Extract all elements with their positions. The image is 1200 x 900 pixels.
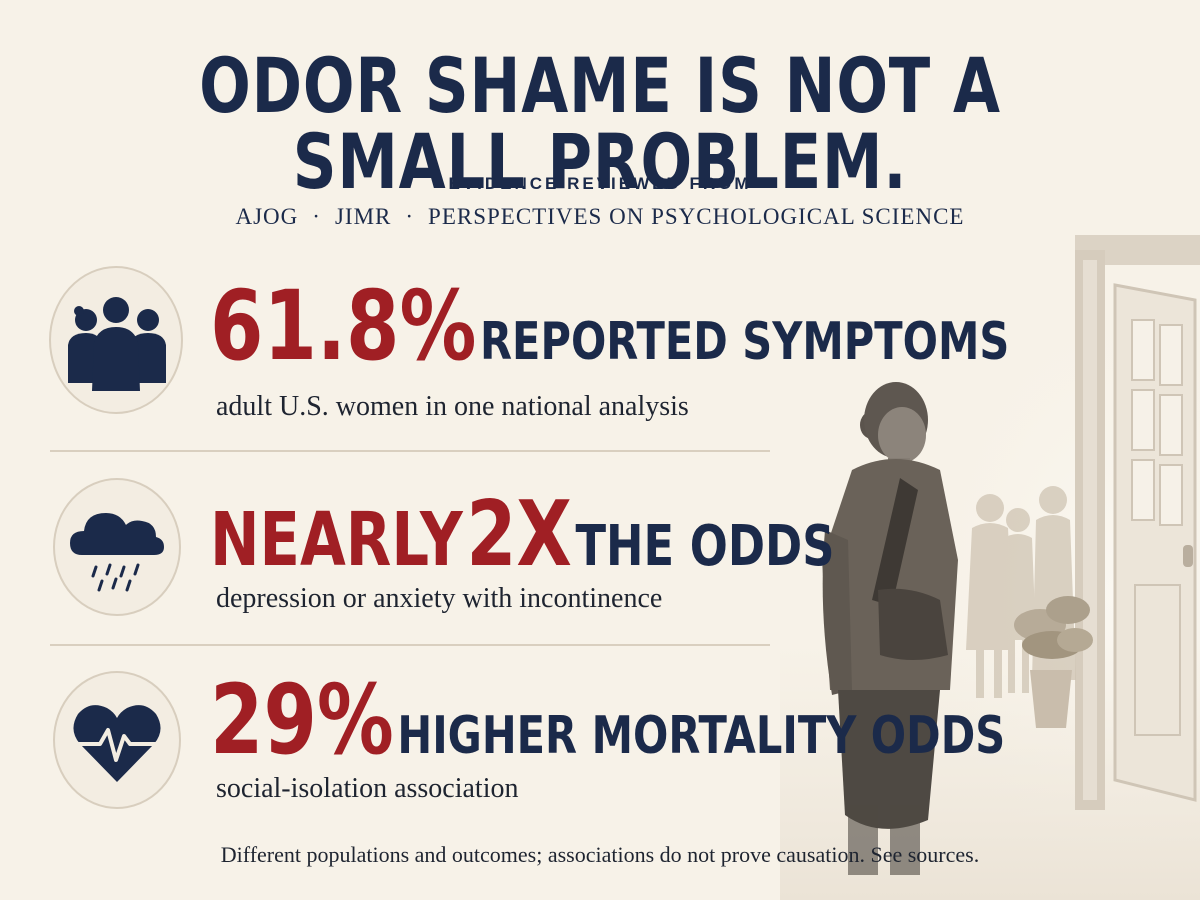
- stat-prefix: NEARLY: [210, 497, 463, 583]
- potted-plant: [1014, 596, 1093, 728]
- stat-row-mortality: 29% HIGHER MORTALITY ODDS: [210, 672, 1005, 768]
- source-separator: ·: [312, 204, 321, 229]
- stat-label: HIGHER MORTALITY ODDS: [397, 706, 1006, 766]
- stat-description: social-isolation association: [216, 773, 519, 804]
- source-ajog: AJOG: [235, 204, 299, 229]
- page-title: ODOR SHAME IS NOT A SMALL PROBLEM.: [199, 41, 1001, 206]
- stat-row-symptoms: 61.8% REPORTED SYMPTOMS: [210, 278, 1009, 374]
- door-frame: [1075, 235, 1200, 810]
- stat-description: depression or anxiety with incontinence: [216, 583, 663, 614]
- source-perspectives: PERSPECTIVES ON PSYCHOLOGICAL SCIENCE: [428, 204, 965, 229]
- women-group-icon: [49, 266, 183, 414]
- stat-value: 61.8%: [210, 270, 477, 382]
- evidence-label: EVIDENCE REVIEWED FROM: [448, 174, 752, 193]
- heartbeat-icon: [53, 671, 181, 809]
- sources-list: AJOG · JIMR · PERSPECTIVES ON PSYCHOLOGICAL …: [0, 204, 1200, 230]
- stat-row-odds: NEARLY 2X THE ODDS: [210, 490, 834, 580]
- woman-silhouette: [822, 382, 958, 875]
- source-jimr: JIMR: [334, 204, 392, 229]
- source-separator: ·: [405, 204, 415, 229]
- disclaimer: Different populations and outcomes; asso…: [220, 842, 980, 867]
- stat-label: REPORTED SYMPTOMS: [480, 312, 1010, 372]
- stat-label: THE ODDS: [575, 514, 835, 579]
- rain-cloud-icon: [53, 478, 181, 616]
- stat-value: 2X: [466, 482, 572, 587]
- stat-description: adult U.S. women in one national analysi…: [216, 391, 689, 422]
- open-door: [1113, 283, 1197, 802]
- stat-value: 29%: [210, 664, 394, 776]
- divider: [50, 644, 770, 646]
- divider: [50, 450, 770, 452]
